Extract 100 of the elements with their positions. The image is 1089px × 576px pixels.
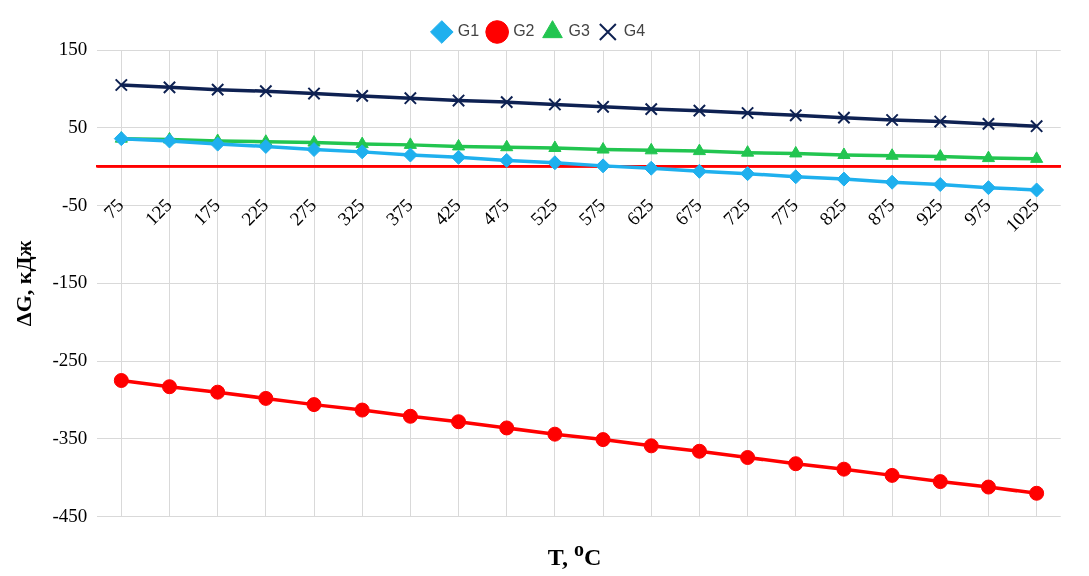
point [692, 104, 707, 118]
legend-label: G3 [568, 22, 590, 40]
x-tick-label: 575 [574, 194, 610, 230]
x-tick-label: 225 [237, 194, 273, 230]
point [547, 426, 563, 442]
x-tick-label: 625 [622, 194, 658, 230]
point [402, 408, 418, 424]
x-tick-label: 425 [429, 194, 465, 230]
point [884, 467, 900, 483]
point [788, 169, 804, 185]
point [884, 174, 900, 190]
point [788, 456, 804, 472]
point [114, 78, 128, 92]
point [644, 142, 658, 155]
y-tick-label: -350 [52, 426, 88, 448]
point [643, 160, 659, 176]
y-tick-label: -150 [52, 271, 88, 293]
point [1029, 485, 1045, 501]
x-tick-label: 275 [285, 194, 321, 230]
point [789, 145, 803, 158]
point [500, 139, 514, 152]
point [644, 102, 658, 116]
x-tick-label: 675 [670, 194, 706, 230]
y-tick-label: -450 [52, 504, 88, 526]
point [980, 180, 996, 196]
y-axis-title: ΔG, кДж [10, 240, 36, 327]
point [741, 145, 755, 157]
point [595, 432, 611, 448]
point [789, 108, 803, 122]
point [211, 83, 225, 97]
point [691, 163, 707, 179]
legend-label: G1 [457, 22, 480, 40]
x-tick-label: 925 [911, 194, 947, 230]
point [451, 149, 467, 165]
point [932, 177, 948, 193]
point [451, 414, 467, 430]
point [258, 390, 274, 406]
point [402, 147, 418, 163]
y-tick-label: 50 [68, 115, 88, 137]
point [210, 384, 226, 400]
point [596, 100, 610, 114]
point [691, 443, 707, 459]
point [113, 131, 129, 147]
point [210, 136, 226, 152]
x-tick-label: 475 [478, 194, 514, 230]
point [548, 140, 562, 152]
x-tick-label: 75 [99, 194, 128, 223]
point [499, 152, 515, 168]
x-tick-label: 825 [815, 194, 851, 230]
point [1029, 182, 1045, 198]
y-tick-label: -50 [61, 193, 88, 215]
point [836, 461, 852, 477]
point [1030, 151, 1044, 163]
x-axis-title: T, $^{o}$C [546, 538, 603, 571]
point [932, 474, 948, 490]
point [499, 420, 515, 436]
x-tick-label: 175 [189, 194, 225, 230]
x-tick-label: 725 [718, 194, 754, 230]
point [885, 148, 899, 160]
point [933, 149, 947, 161]
point [981, 117, 996, 131]
point [548, 97, 562, 112]
y-tick-label: 150 [58, 37, 88, 59]
point [354, 402, 370, 418]
point [403, 91, 418, 105]
point [933, 114, 947, 129]
point [403, 137, 417, 149]
point [500, 95, 514, 109]
point [1029, 119, 1044, 133]
point [596, 142, 610, 154]
point [451, 138, 466, 151]
point [692, 143, 706, 156]
point [354, 144, 370, 160]
point [306, 142, 322, 158]
point [595, 158, 611, 174]
legend-label: G2 [513, 22, 535, 40]
legend-label: G4 [623, 22, 646, 40]
x-tick-label: 125 [140, 194, 176, 230]
x-tick-label: 775 [767, 194, 803, 230]
point [306, 397, 322, 413]
point [980, 479, 996, 495]
point [740, 106, 755, 120]
point [643, 438, 659, 454]
point [740, 450, 756, 465]
x-tick-label: 325 [333, 194, 369, 230]
point [259, 84, 273, 98]
point [547, 155, 563, 171]
point [162, 80, 177, 94]
point [258, 138, 274, 154]
point [885, 113, 899, 127]
y-tick-label: -250 [52, 349, 88, 371]
point [837, 147, 851, 159]
point [981, 150, 996, 163]
point [355, 89, 369, 103]
x-tick-label: 875 [863, 194, 899, 230]
point [113, 373, 129, 389]
x-tick-label: 975 [959, 194, 995, 230]
point [451, 93, 466, 108]
point [837, 111, 851, 125]
point [161, 133, 177, 149]
